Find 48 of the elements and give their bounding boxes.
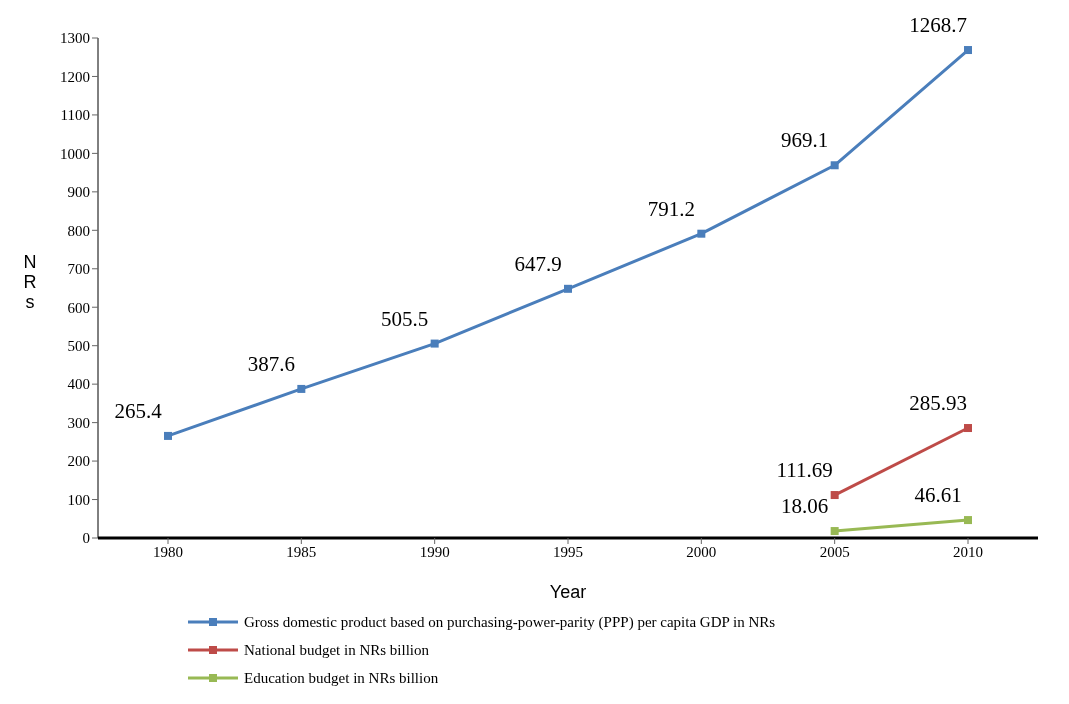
y-tick-label: 800 <box>67 222 90 239</box>
y-tick-label: 600 <box>67 299 90 316</box>
y-tick-label: 500 <box>67 338 90 355</box>
data-label: 791.2 <box>647 196 695 221</box>
x-tick-label: 2010 <box>953 543 983 560</box>
data-label: 18.06 <box>781 494 829 519</box>
legend-label: National budget in NRs billion <box>244 641 429 659</box>
data-label: 647.9 <box>514 251 562 276</box>
point <box>830 161 839 170</box>
data-label: 111.69 <box>776 458 833 483</box>
y-tick-label: 1200 <box>60 68 90 85</box>
x-tick-label: 2000 <box>686 543 717 560</box>
point <box>830 527 839 536</box>
x-tick-label: 1980 <box>153 543 183 560</box>
point <box>830 491 839 500</box>
y-tick-label: 1300 <box>60 30 90 47</box>
data-label: 265.4 <box>114 398 163 423</box>
legend-label: Gross domestic product based on purchasing-power-parity (PPP) per capita GDP in NRs <box>244 613 776 631</box>
point <box>964 424 972 433</box>
y-tick-label: 1000 <box>60 145 90 162</box>
data-label: 969.1 <box>781 128 829 153</box>
point <box>697 229 706 238</box>
y-tick-label: 700 <box>67 261 90 278</box>
x-tick-label: 2005 <box>819 543 850 560</box>
data-label: 387.6 <box>247 351 295 376</box>
point <box>430 339 439 348</box>
data-label: 46.61 <box>914 483 962 508</box>
data-label: 1268.7 <box>909 13 967 38</box>
y-tick-label: 1100 <box>60 107 90 124</box>
point <box>964 46 972 55</box>
x-axis-title: Year <box>549 582 587 602</box>
point <box>564 284 572 293</box>
y-tick-label: 100 <box>67 491 90 508</box>
point <box>164 431 172 440</box>
y-tick-label: 400 <box>67 376 90 393</box>
data-label: 505.5 <box>381 306 429 331</box>
y-tick-label: 0 <box>82 530 90 547</box>
point <box>297 384 306 393</box>
legend-label: Education budget in NRs billion <box>244 669 439 687</box>
x-tick-label: 1990 <box>419 543 450 560</box>
y-axis-title: NRs <box>23 252 37 312</box>
y-tick-label: 200 <box>67 453 90 470</box>
x-tick-label: 1995 <box>553 543 583 560</box>
point <box>964 516 972 525</box>
x-tick-label: 1985 <box>286 543 317 560</box>
y-tick-label: 900 <box>67 184 90 201</box>
data-label: 285.93 <box>909 391 967 416</box>
y-tick-label: 300 <box>67 414 90 431</box>
